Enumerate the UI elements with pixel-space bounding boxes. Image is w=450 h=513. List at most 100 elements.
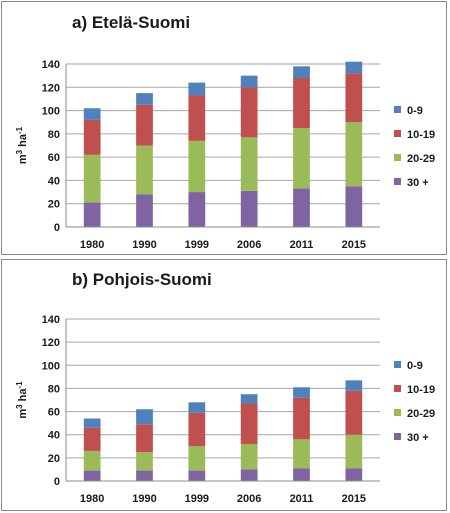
bar-segment-30-1999 xyxy=(188,470,206,481)
x-tick-label: 1980 xyxy=(80,493,104,505)
legend-swatch xyxy=(394,361,401,368)
chart-title: b) Pohjois-Suomi xyxy=(72,270,212,289)
y-tick-label: 0 xyxy=(54,476,60,488)
y-tick-label: 40 xyxy=(48,175,60,187)
x-tick-label: 2015 xyxy=(342,239,366,251)
y-tick-label: 80 xyxy=(48,383,60,395)
bar-segment-20-29-1990 xyxy=(136,452,153,471)
y-axis-label: m3 ha-1 xyxy=(15,381,29,419)
chart-svg: a) Etelä-Suomi 0 20 40 60 80 100 120 140 m3 ha-1 1… xyxy=(15,13,435,251)
bar-segment-20-29-1999 xyxy=(188,140,206,193)
bar-segment-30-1990 xyxy=(136,194,153,227)
y-tick-label: 60 xyxy=(48,152,60,164)
y-tick-label: 140 xyxy=(42,314,60,326)
bar-segment-20-29-2015 xyxy=(345,122,363,187)
y-tick-label: 20 xyxy=(48,453,60,465)
bar-segment-10-19-1999 xyxy=(188,412,206,447)
legend-swatch xyxy=(394,433,401,440)
bar-segment-10-19-1980 xyxy=(83,119,101,155)
bar-segment-10-19-2006 xyxy=(240,403,258,444)
bar-segment-20-29-2006 xyxy=(240,137,258,191)
bar-segment-20-29-1980 xyxy=(83,450,101,471)
bar-segment-30-1980 xyxy=(83,470,101,481)
legend-swatch xyxy=(394,385,401,392)
bar-segment-0-9-2015 xyxy=(345,61,363,74)
chart-svg: b) Pohjois-Suomi 0 20 40 60 80 100 120 140 m3 ha-… xyxy=(15,270,435,505)
y-axis-label-ha-sup: -1 xyxy=(15,381,24,389)
legend-label: 30 + xyxy=(407,177,429,189)
bar-segment-20-29-2011 xyxy=(293,439,310,469)
legend-label: 10-19 xyxy=(407,384,435,396)
bar-segment-0-9-2011 xyxy=(293,66,310,78)
x-tick-label: 1999 xyxy=(185,239,209,251)
bar-segment-10-19-1999 xyxy=(188,95,206,141)
y-tick-label: 120 xyxy=(42,337,60,349)
bar-segment-0-9-2006 xyxy=(240,75,258,88)
legend-swatch xyxy=(394,106,401,113)
y-axis-label: m3 ha-1 xyxy=(15,126,29,164)
x-tick-label: 2006 xyxy=(237,493,261,505)
bar-segment-0-9-1990 xyxy=(136,409,153,425)
bar-segment-30-2015 xyxy=(345,186,363,227)
legend-label: 20-29 xyxy=(407,408,435,420)
legend-swatch xyxy=(394,178,401,185)
y-tick-label: 20 xyxy=(48,199,60,211)
x-tick-label: 1990 xyxy=(132,493,156,505)
bar-segment-0-9-1980 xyxy=(83,108,101,120)
y-axis-label-unit-sup: 3 xyxy=(15,149,24,154)
bar-segment-20-29-1980 xyxy=(83,154,101,203)
bar-segment-10-19-2015 xyxy=(345,73,363,123)
bar-segment-30-2015 xyxy=(345,468,363,481)
bar-segment-20-29-2011 xyxy=(293,128,310,189)
bar-segment-10-19-1990 xyxy=(136,424,153,453)
bar-segment-20-29-1999 xyxy=(188,446,206,471)
chart-panel-a: a) Etelä-Suomi 0 20 40 60 80 100 120 140 m3 ha-1 1… xyxy=(1,1,447,255)
y-tick-label: 140 xyxy=(42,59,60,71)
y-axis-label-ha: ha xyxy=(17,133,29,150)
bar-segment-10-19-2011 xyxy=(293,397,310,440)
x-tick-label: 1990 xyxy=(132,239,156,251)
legend-label: 30 + xyxy=(407,432,429,444)
bar-segment-30-1999 xyxy=(188,192,206,227)
legend-label: 0-9 xyxy=(407,105,423,117)
legend-swatch xyxy=(394,409,401,416)
chart-title: a) Etelä-Suomi xyxy=(72,13,190,32)
chart-panel-b: b) Pohjois-Suomi 0 20 40 60 80 100 120 140 m3 ha-… xyxy=(1,259,447,511)
bar-segment-30-1990 xyxy=(136,470,153,481)
bar-segment-0-9-2011 xyxy=(293,387,310,398)
y-tick-label: 100 xyxy=(42,106,60,118)
y-tick-label: 0 xyxy=(54,222,60,234)
x-tick-label: 1980 xyxy=(80,239,104,251)
bar-segment-30-2006 xyxy=(240,469,258,481)
y-axis-label-unit: m xyxy=(17,154,29,164)
y-tick-label: 120 xyxy=(42,82,60,94)
legend-label: 20-29 xyxy=(407,153,435,165)
y-tick-label: 100 xyxy=(42,360,60,372)
bar-segment-0-9-1980 xyxy=(83,418,101,428)
bar-segment-0-9-2015 xyxy=(345,380,363,391)
y-axis-label-unit-sup: 3 xyxy=(15,404,24,409)
x-tick-label: 2011 xyxy=(290,493,314,505)
bar-segment-30-2011 xyxy=(293,188,310,227)
legend-label: 0-9 xyxy=(407,360,423,372)
y-tick-label: 80 xyxy=(48,129,60,141)
bar-segment-10-19-1990 xyxy=(136,104,153,146)
x-tick-label: 1999 xyxy=(185,493,209,505)
bar-segment-30-1980 xyxy=(83,202,101,227)
bar-segment-30-2011 xyxy=(293,468,310,481)
y-tick-label: 60 xyxy=(48,407,60,419)
x-tick-label: 2006 xyxy=(237,239,261,251)
x-tick-label: 2011 xyxy=(290,239,314,251)
legend-swatch xyxy=(394,130,401,137)
bar-segment-10-19-2011 xyxy=(293,77,310,129)
y-axis-label-ha-sup: -1 xyxy=(15,126,24,134)
bar-segment-20-29-2015 xyxy=(345,434,363,469)
bar-segment-0-9-1999 xyxy=(188,82,206,96)
bar-segment-10-19-1980 xyxy=(83,427,101,451)
bar-segment-20-29-1990 xyxy=(136,145,153,195)
bar-segment-0-9-2006 xyxy=(240,394,258,404)
bar-segment-0-9-1990 xyxy=(136,93,153,105)
x-tick-label: 2015 xyxy=(342,493,366,505)
bar-segment-30-2006 xyxy=(240,190,258,227)
y-axis-label-ha: ha xyxy=(17,388,29,405)
